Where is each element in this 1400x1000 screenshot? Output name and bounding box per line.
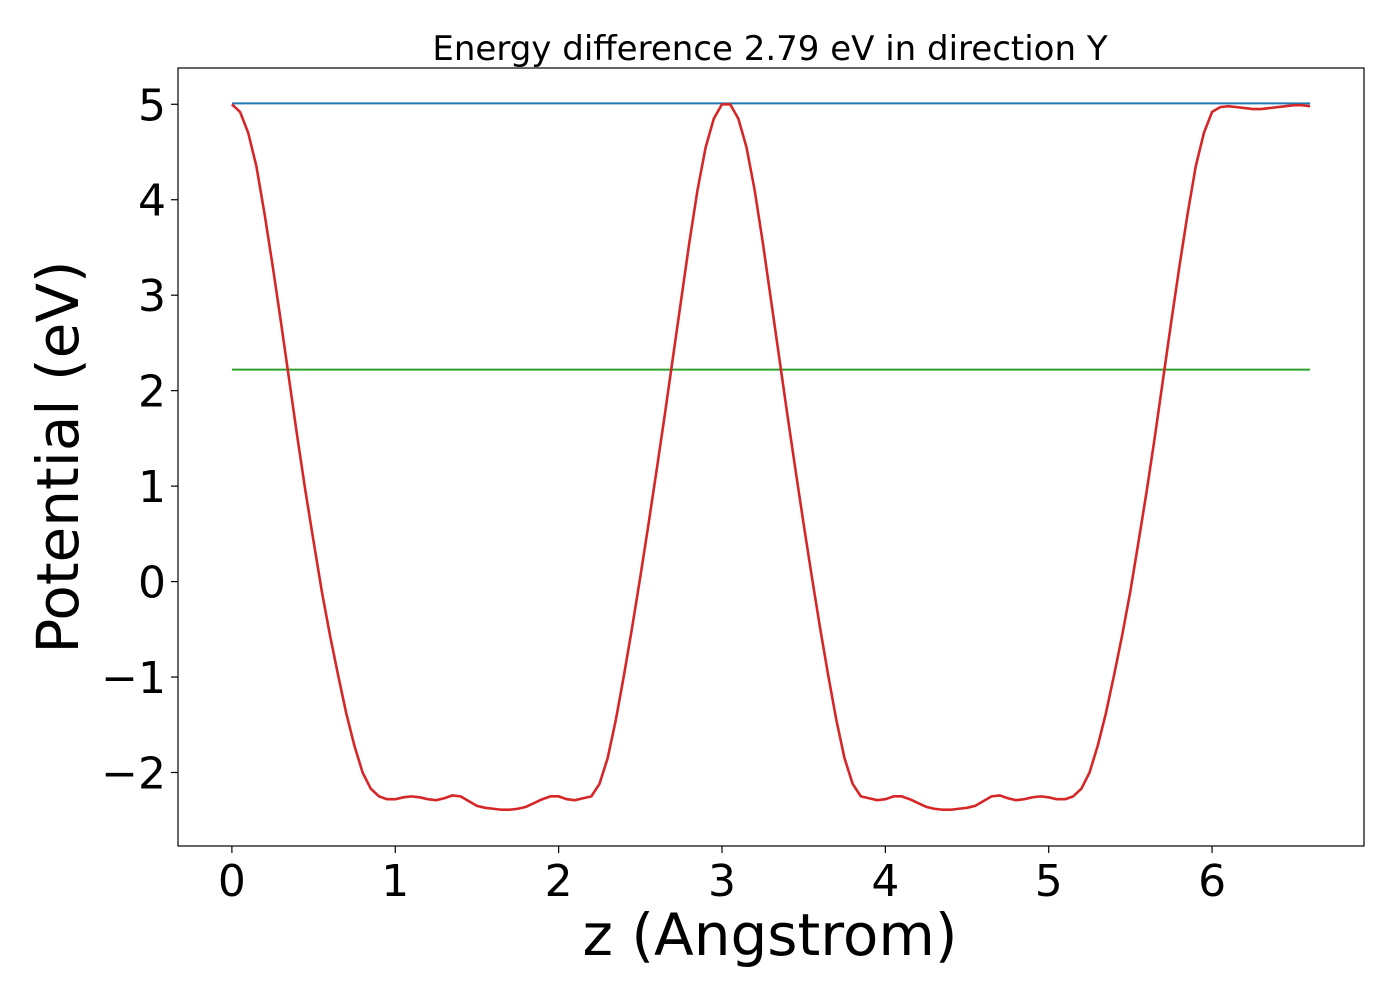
x-tick-label: 3	[708, 856, 736, 907]
y-axis: −2 −1 0 1 2 3 4 5	[101, 80, 178, 799]
plot-area	[177, 67, 1365, 847]
chart-title: Energy difference 2.79 eV in direction Y	[432, 29, 1107, 69]
x-tick-label: 1	[381, 856, 409, 907]
y-tick-label: 5	[138, 80, 166, 131]
y-tick-label: −2	[101, 748, 166, 799]
y-tick-label: 3	[138, 271, 166, 322]
plot-frame	[177, 67, 1365, 847]
x-axis-label: z (Angstrom)	[583, 901, 958, 969]
x-tick-label: 6	[1198, 856, 1226, 907]
y-tick-label: 2	[138, 367, 166, 418]
x-axis: 0 1 2 3 4 5 6	[218, 846, 1226, 907]
y-tick-label: 1	[138, 462, 166, 513]
y-tick-label: 4	[138, 176, 166, 227]
x-tick-label: 2	[545, 856, 573, 907]
series-layer	[231, 102, 1311, 812]
x-tick-label: 4	[871, 856, 899, 907]
y-axis-label: Potential (eV)	[24, 260, 92, 653]
x-tick-label: 0	[218, 856, 246, 907]
series-line-3	[231, 102, 1311, 812]
y-tick-label: 0	[138, 558, 166, 609]
x-tick-label: 5	[1035, 856, 1063, 907]
y-tick-label: −1	[101, 653, 166, 704]
